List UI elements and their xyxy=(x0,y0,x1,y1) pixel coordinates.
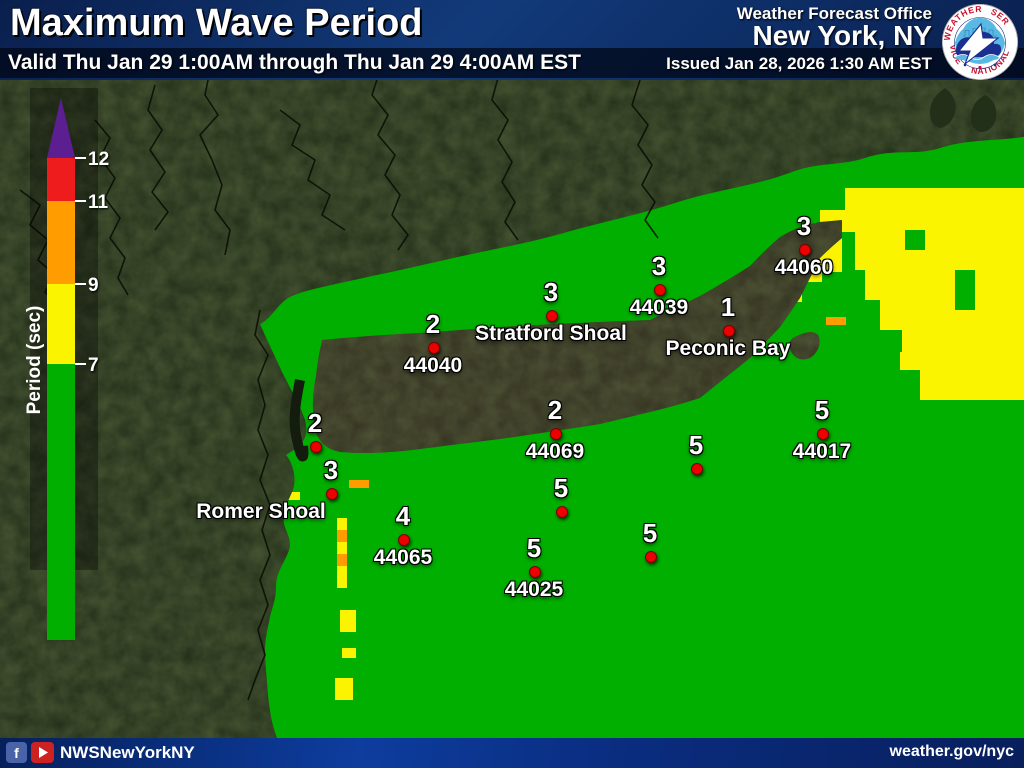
svg-text:7: 7 xyxy=(88,355,99,376)
svg-text:11: 11 xyxy=(88,192,109,213)
svg-text:9: 9 xyxy=(88,275,99,296)
svg-text:12: 12 xyxy=(88,149,109,170)
svg-text:Period (sec): Period (sec) xyxy=(24,306,45,415)
svg-text:f: f xyxy=(14,745,19,761)
